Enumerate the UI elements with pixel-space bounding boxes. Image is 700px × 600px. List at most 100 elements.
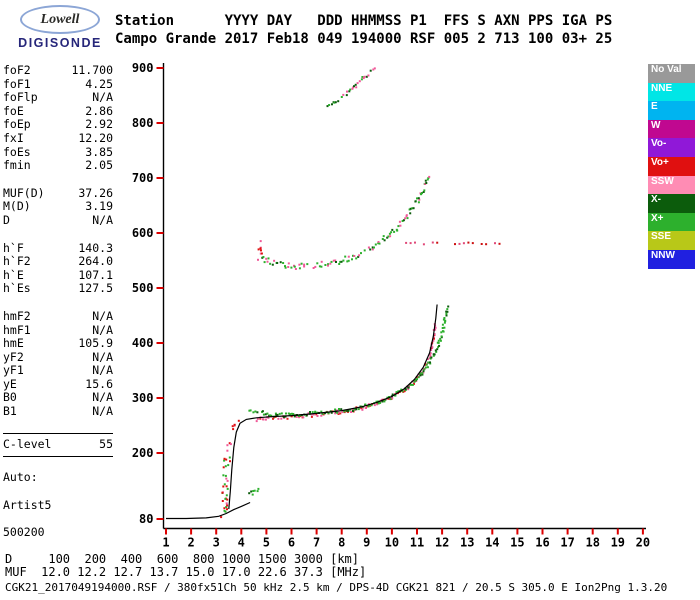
param-label: foEp (3, 117, 31, 132)
param-value: 11.700 (71, 63, 113, 77)
param-label: B0 (3, 390, 17, 405)
x-tick-label: 6 (288, 536, 295, 550)
trace-F-trace-X (248, 305, 450, 418)
file-info-line: CGK21_2017049194000.RSF / 380fx51Ch 50 k… (5, 581, 668, 594)
param-value: 2.86 (85, 103, 113, 118)
x-tick-label: 4 (238, 536, 245, 550)
param-row: fmin 2.05 (3, 159, 113, 173)
param-row: foF2 11.700 (3, 63, 113, 78)
logo-digisonde-text: DIGISONDE (18, 36, 102, 50)
x-tick-label: 2 (187, 536, 194, 550)
param-label: yF2 (3, 349, 24, 364)
x-tick-label: 17 (560, 536, 574, 550)
param-row: MUF(D) 37.26 (3, 185, 113, 201)
lowell-digisonde-logo: Lowell DIGISONDE (8, 5, 112, 50)
param-label: hmF1 (3, 322, 31, 337)
param-value: N/A (92, 390, 113, 405)
auto-scaler-line: Auto: (3, 470, 38, 485)
param-row: yF2 N/A (3, 349, 113, 365)
parameter-panel: foF2 11.700 foF1 4.25 foFlp N/A foE 2.86 foEp 2.9… (3, 63, 113, 540)
param-label: h`Es (3, 281, 31, 296)
param-value: 140.3 (78, 240, 113, 255)
param-row: foE 2.86 (3, 103, 113, 119)
param-label: h`F (3, 240, 24, 255)
param-group: foF2 11.700 foF1 4.25 foFlp N/A foE 2.86 foEp 2.9… (3, 63, 113, 173)
trace-Es-clump (248, 487, 260, 496)
trace-artist-F-trace (228, 304, 438, 510)
x-tick-label: 15 (510, 536, 524, 550)
x-tick-label: 13 (460, 536, 474, 550)
trace-F-trace-O (255, 323, 437, 423)
param-row: h`F2 264.0 (3, 255, 113, 269)
x-tick-label: 12 (435, 536, 449, 550)
legend-item-nne: NNE (648, 82, 695, 102)
param-row: foFlp N/A (3, 91, 113, 105)
legend-item-sse: SSE (648, 231, 695, 250)
param-label: C-level (3, 436, 52, 451)
x-tick-label: 16 (535, 536, 549, 550)
param-group: MUF(D) 37.26 M(D) 3.19 D N/A (3, 185, 113, 228)
param-value: N/A (92, 363, 113, 378)
x-tick-label: 9 (363, 536, 370, 550)
param-value: 15.6 (85, 376, 113, 391)
param-row: B1 N/A (3, 404, 113, 419)
trace-Es-spread (220, 456, 231, 519)
param-row: M(D) 3.19 (3, 200, 113, 214)
auto-scaler-line: 500200 (3, 525, 45, 540)
x-tick-label: 7 (313, 536, 320, 550)
panel-divider (3, 432, 113, 434)
param-label: hmF2 (3, 308, 31, 323)
param-label: foE (3, 103, 24, 118)
param-row: hmF2 N/A (3, 308, 113, 324)
x-tick-label: 11 (410, 536, 424, 550)
legend-item-vo: Vo- (648, 138, 695, 157)
param-label: foF1 (3, 76, 31, 91)
param-value: 3.19 (85, 199, 113, 214)
logo-lowell-text: Lowell (40, 11, 80, 27)
y-tick-label: 300 (132, 391, 154, 405)
param-label: B1 (3, 404, 17, 419)
y-tick-label: 80 (139, 512, 153, 526)
station-header-line2: Campo Grande 2017 Feb18 049 194000 RSF 0… (115, 31, 613, 47)
param-label: fxI (3, 130, 24, 145)
legend-item-vo: Vo+ (648, 156, 695, 176)
param-value: N/A (92, 90, 113, 105)
param-value: N/A (92, 404, 113, 419)
x-tick-label: 8 (338, 536, 345, 550)
param-row: h`Es 127.5 (3, 282, 113, 296)
x-tick-label: 18 (585, 536, 599, 550)
param-label: h`F2 (3, 254, 31, 269)
param-row: yF1 N/A (3, 364, 113, 378)
x-tick-label: 10 (385, 536, 399, 550)
distance-row: D 100 200 400 600 800 1000 1500 3000 [km… (5, 552, 360, 566)
param-value: 4.25 (85, 76, 113, 91)
param-value: 2.92 (85, 117, 113, 132)
x-tick-label: 5 (263, 536, 270, 550)
legend-item-x: X+ (648, 212, 695, 232)
trace-spread-F-dotted (405, 241, 501, 246)
param-label: yE (3, 376, 17, 391)
y-tick-label: 700 (132, 171, 154, 185)
y-tick-label: 800 (132, 116, 154, 130)
param-row: foF1 4.25 (3, 76, 113, 92)
param-value: 127.5 (78, 281, 113, 296)
param-value: 37.26 (78, 185, 113, 200)
param-row: C-level 55 (3, 436, 113, 452)
lowell-logo-oval: Lowell (20, 5, 100, 34)
color-legend: No Val NNE E W Vo- Vo+ SSW X- X+ SSE NNW (648, 64, 695, 269)
param-label: fmin (3, 158, 31, 173)
x-tick-label: 1 (162, 536, 169, 550)
param-row: D N/A (3, 212, 113, 228)
param-group: hmF2 N/A hmF1 N/A hmE 105.9 yF2 N/A yF1 N/A yE 15.6… (3, 308, 113, 419)
legend-item-nnw: NNW (648, 249, 695, 269)
param-row: foEs 3.85 (3, 144, 113, 160)
param-label: foEs (3, 144, 31, 159)
legend-item-noval: No Val (648, 64, 695, 83)
trace-second-hop (261, 175, 431, 270)
param-label: M(D) (3, 199, 31, 214)
legend-item-e: E (648, 101, 695, 120)
param-label: D (3, 212, 10, 227)
trace-third-hop (326, 67, 376, 108)
param-value: N/A (92, 308, 113, 323)
